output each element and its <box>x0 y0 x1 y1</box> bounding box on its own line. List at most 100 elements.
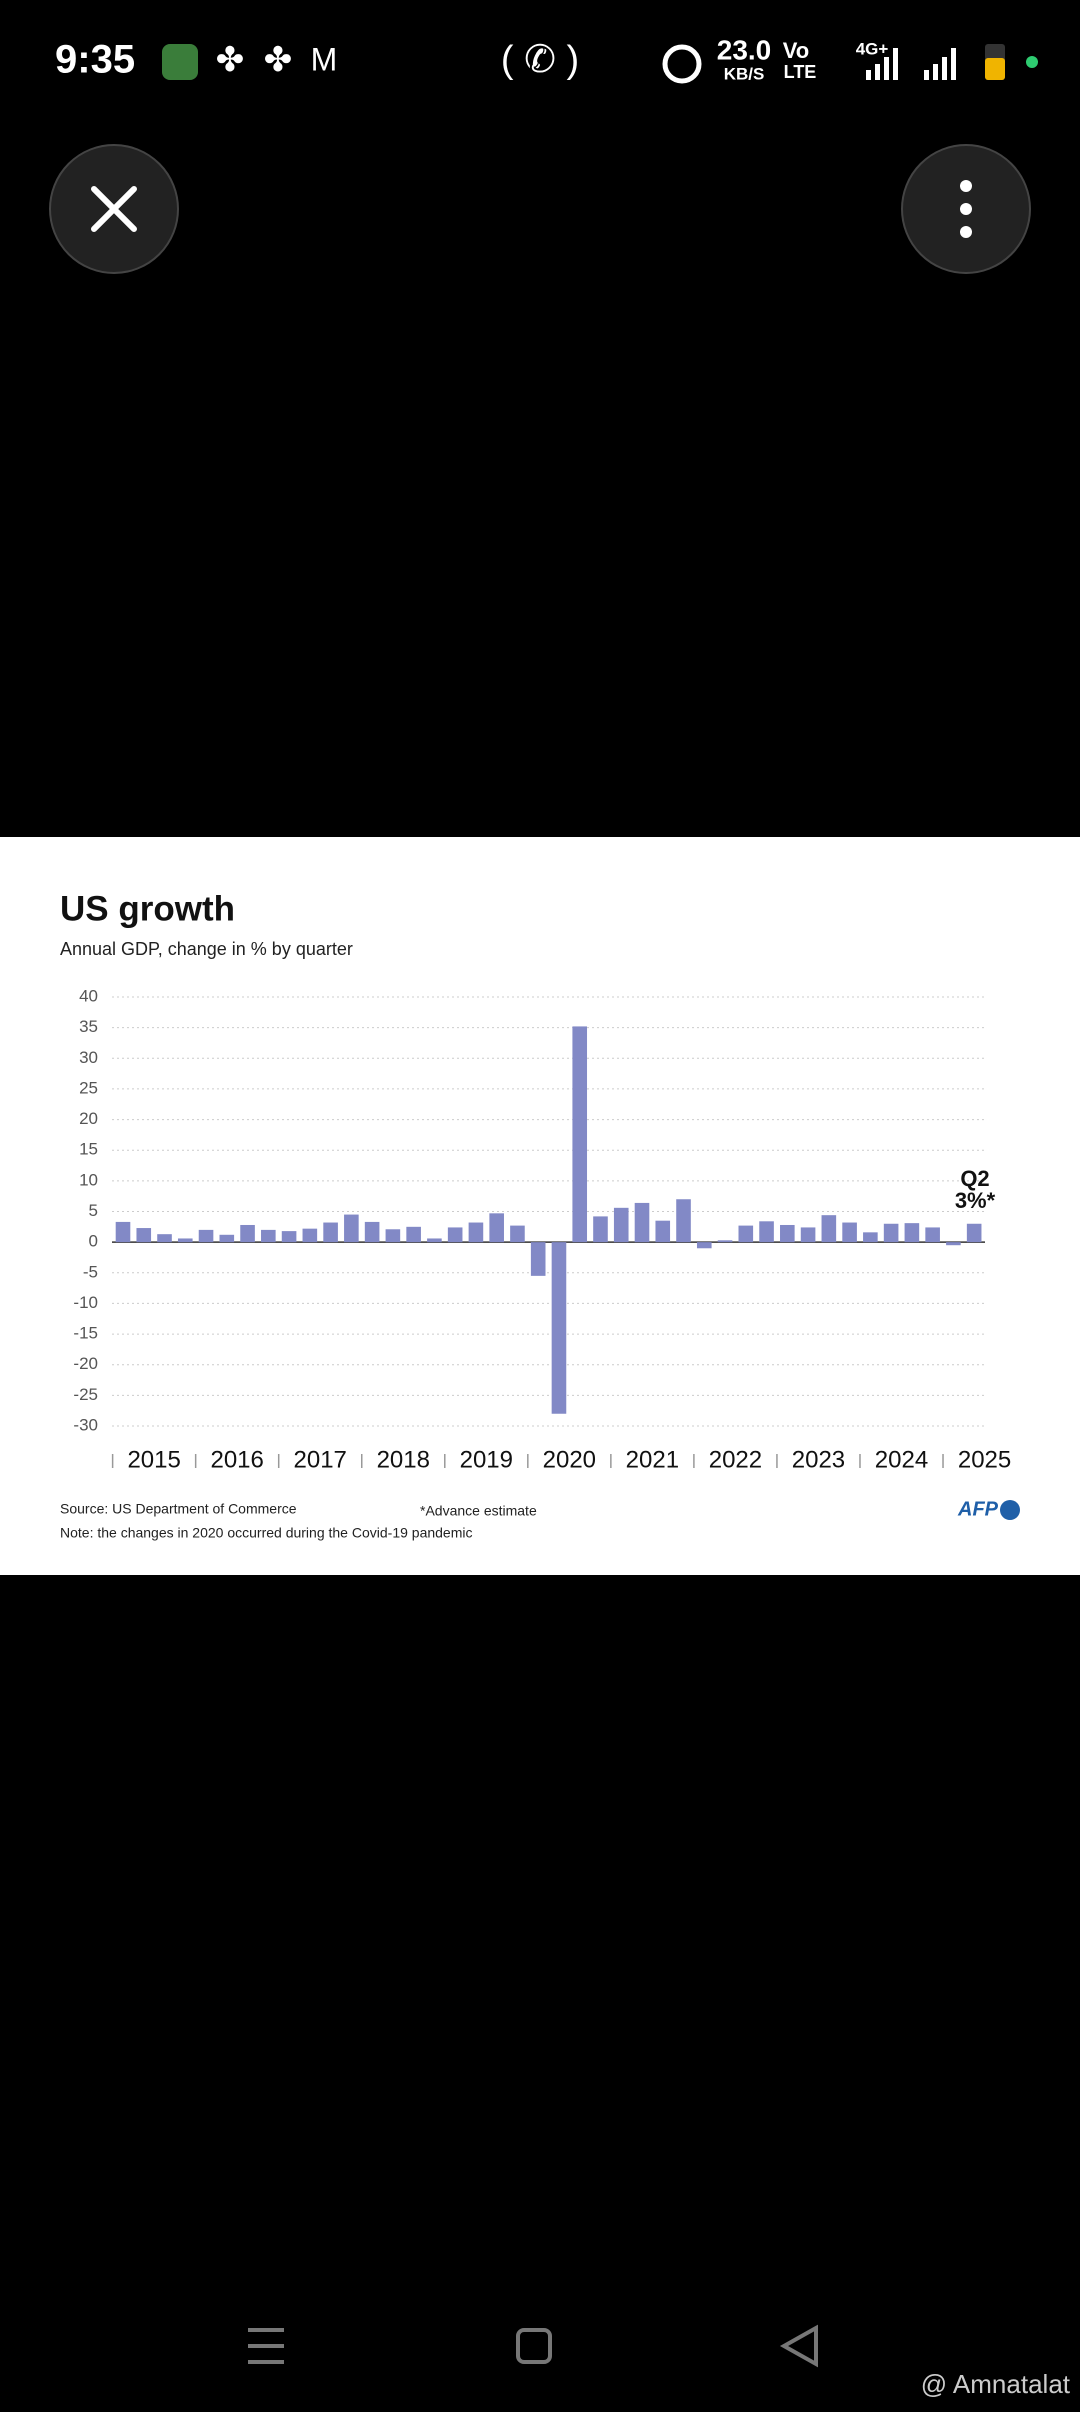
chart-panel <box>0 837 1080 1575</box>
bar <box>427 1238 442 1243</box>
y-tick-label: 15 <box>79 1140 98 1159</box>
call-indicator[interactable]: ( ✆ ) <box>501 39 579 81</box>
bar <box>842 1222 857 1243</box>
x-tick-label: 2022 <box>709 1446 762 1473</box>
lte: LTE <box>784 62 817 82</box>
bar <box>344 1214 359 1243</box>
bar <box>240 1224 255 1243</box>
bar <box>198 1229 214 1243</box>
battery-level <box>985 58 1005 80</box>
bar <box>883 1223 899 1243</box>
bar <box>364 1221 380 1243</box>
bar <box>759 1221 774 1243</box>
annotation-text: 3%* <box>955 1188 996 1213</box>
bar <box>406 1226 421 1243</box>
bar <box>468 1222 484 1243</box>
annotation-label: Q2 <box>960 1166 989 1191</box>
bar <box>489 1213 504 1243</box>
bar <box>261 1229 276 1243</box>
bar <box>738 1225 754 1243</box>
bar <box>966 1223 982 1243</box>
bar <box>510 1225 525 1243</box>
y-tick-label: -5 <box>83 1262 98 1281</box>
gmail-icon: M <box>311 41 338 77</box>
y-tick-label: -25 <box>73 1385 98 1404</box>
x-tick-label: 2016 <box>210 1446 263 1473</box>
logo: AFP <box>957 1498 999 1520</box>
bar <box>946 1242 961 1246</box>
nav-bar <box>248 2324 818 2368</box>
bar <box>302 1228 318 1243</box>
clock: 9:35 <box>55 38 135 82</box>
bar <box>821 1215 837 1243</box>
bar <box>219 1234 235 1243</box>
logo-dot <box>1000 1500 1020 1520</box>
x-tick-label: 2024 <box>875 1446 928 1473</box>
footnote: *Advance estimate <box>420 1503 537 1519</box>
app-icon <box>162 44 198 80</box>
nav-home[interactable] <box>516 2328 552 2364</box>
bar <box>655 1220 671 1243</box>
bar <box>551 1242 567 1414</box>
chart-subtitle: Annual GDP, change in % by quarter <box>60 939 353 959</box>
bar <box>281 1231 297 1243</box>
volte: Vo <box>783 38 809 63</box>
alarm-icon <box>662 44 702 84</box>
y-tick-label: -15 <box>73 1324 98 1343</box>
bar <box>136 1228 152 1243</box>
bar <box>157 1234 172 1243</box>
bar <box>447 1227 463 1243</box>
y-tick-label: 0 <box>89 1232 98 1251</box>
net-speed-unit: KB/S <box>724 64 765 83</box>
net-speed: 23.0 <box>717 34 772 65</box>
nav-back[interactable] <box>779 2324 818 2368</box>
signal-1 <box>866 48 898 80</box>
bar <box>800 1227 816 1243</box>
bar <box>115 1221 131 1243</box>
bar <box>177 1238 193 1243</box>
x-tick-label: 2025 <box>958 1446 1011 1473</box>
bar <box>904 1223 920 1243</box>
close-icon <box>91 186 137 232</box>
source: Source: US Department of Commerce <box>60 1501 297 1517</box>
y-tick-label: 35 <box>79 1017 98 1036</box>
x-tick-label: 2017 <box>294 1446 347 1473</box>
bar <box>863 1232 878 1243</box>
x-tick-label: 2018 <box>377 1446 430 1473</box>
bar <box>385 1229 401 1243</box>
x-tick-label: 2015 <box>127 1446 180 1473</box>
network-type: 4G+ <box>856 39 889 58</box>
bar <box>717 1240 733 1243</box>
bar <box>696 1242 712 1249</box>
bar <box>780 1224 795 1243</box>
privacy-dot <box>1026 56 1038 68</box>
notif-icon: ✤ <box>264 41 293 79</box>
bar <box>323 1222 338 1243</box>
bar <box>613 1207 629 1243</box>
bar <box>676 1199 691 1243</box>
y-tick-label: 40 <box>79 986 98 1005</box>
y-tick-label: 5 <box>89 1201 98 1220</box>
watermark: @ Amnatalat <box>921 2369 1071 2399</box>
chart-title: US growth <box>60 889 235 928</box>
bar <box>572 1026 588 1243</box>
y-tick-label: 20 <box>79 1109 98 1128</box>
y-tick-label: 30 <box>79 1048 98 1067</box>
signal-2 <box>924 48 956 80</box>
y-tick-label: -20 <box>73 1354 98 1373</box>
note: Note: the changes in 2020 occurred durin… <box>60 1525 472 1541</box>
bar <box>593 1216 608 1243</box>
y-tick-label: 25 <box>79 1078 98 1097</box>
bar <box>925 1227 940 1243</box>
notif-icon: ✤ <box>216 41 245 79</box>
y-tick-label: 10 <box>79 1170 98 1189</box>
bar <box>634 1202 650 1243</box>
x-tick-label: 2019 <box>460 1446 513 1473</box>
x-tick-label: 2021 <box>626 1446 679 1473</box>
bar <box>530 1242 546 1276</box>
nav-recents[interactable] <box>248 2328 284 2364</box>
y-tick-label: -30 <box>73 1415 98 1434</box>
